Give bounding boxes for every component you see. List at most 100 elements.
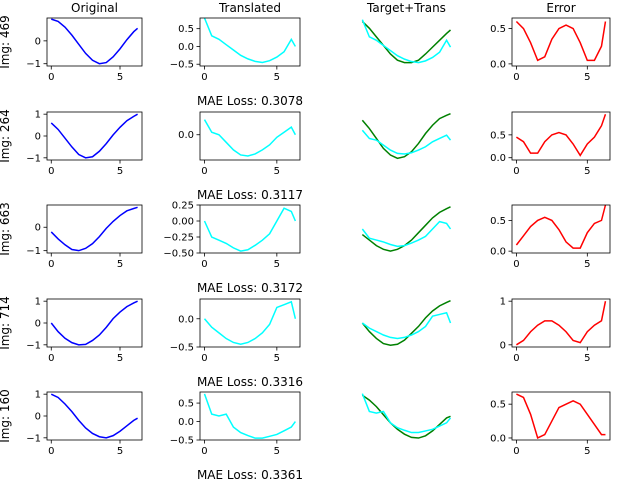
axes-frame [199, 391, 301, 441]
x-tick-label: 0 [48, 446, 54, 457]
y-tick-label: −0.50 [163, 249, 194, 260]
y-tick-label: 0.00 [172, 217, 194, 228]
y-tick-label: 0.0 [490, 59, 506, 70]
x-tick-label: 0 [201, 446, 207, 457]
axes-frame [199, 298, 301, 348]
y-tick-label: 0.5 [178, 24, 194, 35]
x-tick-label: 5 [274, 72, 280, 83]
line-series [361, 393, 452, 434]
line-series [203, 207, 297, 252]
line-series [515, 20, 607, 62]
x-tick-label: 5 [274, 166, 280, 177]
y-tick-label: 0.0 [490, 433, 506, 444]
x-tick-label: 0 [201, 353, 207, 364]
line-series [50, 206, 138, 252]
x-tick-label: 5 [117, 353, 123, 364]
x-tick-label: 5 [274, 353, 280, 364]
x-tick-label: 5 [584, 72, 590, 83]
axes-frame [511, 204, 611, 254]
y-tick-label: 0.0 [178, 417, 194, 428]
x-tick-label: 5 [274, 446, 280, 457]
x-tick-label: 0 [513, 446, 519, 457]
line-series [361, 206, 451, 252]
x-tick-label: 0 [48, 166, 54, 177]
y-tick-label: 0.5 [490, 216, 506, 227]
x-tick-label: 5 [117, 259, 123, 270]
x-tick-label: 5 [584, 166, 590, 177]
axes-frame [46, 17, 143, 67]
line-series [361, 394, 451, 439]
y-axis-label: Img: 469 [0, 15, 12, 69]
line-series [203, 17, 297, 64]
axes-frame [46, 204, 143, 254]
x-tick-label: 5 [117, 446, 123, 457]
x-tick-label: 5 [117, 166, 123, 177]
y-tick-label: −0.5 [170, 436, 194, 447]
subplot-title: Error [546, 1, 575, 15]
y-axis-label: Img: 714 [0, 296, 12, 350]
axes-frame [199, 204, 301, 254]
x-tick-label: 0 [201, 166, 207, 177]
line-series [515, 114, 607, 157]
y-tick-label: −0.25 [163, 233, 194, 244]
axes-frame [511, 17, 611, 67]
y-tick-label: −1 [26, 246, 41, 257]
x-tick-label: 0 [513, 72, 519, 83]
y-tick-label: 0.5 [490, 400, 506, 411]
x-axis-label: MAE Loss: 0.3172 [197, 281, 303, 295]
line-series [203, 119, 297, 157]
line-series [50, 113, 138, 159]
line-series [361, 300, 451, 347]
line-series [50, 393, 138, 439]
y-tick-label: 0.0 [178, 314, 194, 325]
x-axis-label: MAE Loss: 0.3078 [197, 94, 303, 108]
y-axis-label: Img: 663 [0, 202, 12, 256]
line-series [361, 129, 452, 155]
x-tick-label: 0 [201, 72, 207, 83]
x-tick-label: 0 [48, 72, 54, 83]
x-tick-label: 0 [513, 259, 519, 270]
y-tick-label: 0 [35, 132, 41, 143]
y-tick-label: −0.5 [170, 60, 194, 71]
y-tick-label: 0.0 [490, 247, 506, 258]
y-tick-label: −1 [26, 433, 41, 444]
y-tick-label: 0 [35, 412, 41, 423]
x-tick-label: 0 [513, 353, 519, 364]
x-tick-label: 5 [584, 259, 590, 270]
x-axis-label: MAE Loss: 0.3361 [197, 468, 303, 480]
y-tick-label: 0.5 [178, 399, 194, 410]
line-series [515, 204, 607, 249]
y-tick-label: 1 [500, 297, 506, 308]
line-series [361, 112, 451, 160]
line-series [203, 393, 296, 439]
line-series [50, 300, 138, 346]
x-tick-label: 5 [584, 353, 590, 364]
y-tick-label: 0.25 [172, 201, 194, 212]
x-tick-label: 5 [584, 446, 590, 457]
line-series [516, 301, 607, 346]
line-series [361, 19, 452, 64]
x-tick-label: 5 [274, 259, 280, 270]
y-axis-label: Img: 160 [0, 389, 12, 443]
y-tick-label: −1 [26, 340, 41, 351]
y-tick-label: 0.0 [178, 42, 194, 53]
y-tick-label: 1 [35, 297, 41, 308]
axes-frame [199, 111, 301, 161]
subplot-title: Original [71, 1, 118, 15]
y-tick-label: 0.0 [490, 153, 506, 164]
x-tick-label: 0 [513, 166, 519, 177]
x-tick-label: 0 [201, 259, 207, 270]
x-tick-label: 0 [48, 259, 54, 270]
y-tick-label: 0 [35, 223, 41, 234]
x-axis-label: MAE Loss: 0.3316 [197, 375, 303, 389]
y-tick-label: 0 [35, 319, 41, 330]
axes-frame [511, 111, 611, 161]
axes-frame [46, 111, 143, 161]
line-series [203, 300, 297, 345]
y-tick-label: 0 [35, 36, 41, 47]
line-series [516, 393, 606, 440]
axes-frame [511, 391, 611, 441]
y-tick-label: 0.0 [178, 130, 194, 141]
